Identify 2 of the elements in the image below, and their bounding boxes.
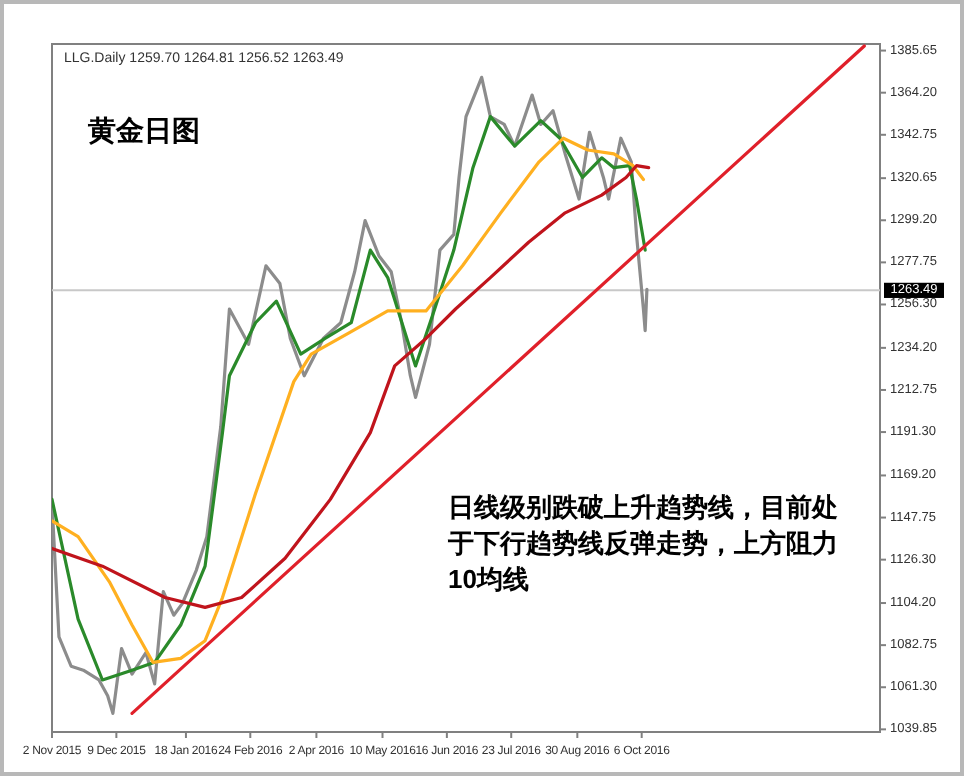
text: 黄金日图	[86, 114, 200, 146]
annotation: 日线级别跌破上升趋势线，目前处于下行趋势线反弹走势，上方阻力10均线	[446, 492, 838, 594]
